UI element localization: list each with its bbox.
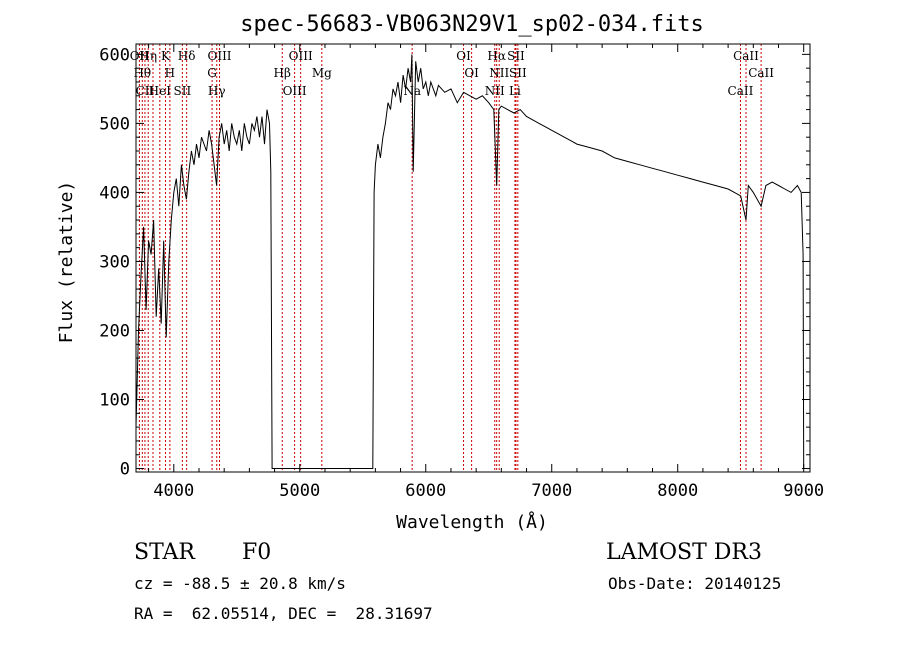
line-labels: OII Hθ CII Hη HeI KH SII Hδ G Hγ OIII Hβ OIII OIII Mg N… [130,49,775,98]
spectral-line-label: HeI [149,84,172,98]
spectral-line-label: OIII [283,84,307,98]
plot-frame [135,43,811,473]
x-tick-label: 4000 [153,481,194,501]
spectral-line-label: SII [174,84,192,98]
x-tick-label: 7000 [531,481,572,501]
spectral-line-label: Na [403,84,421,98]
axis-ticks: 4000 5000 6000 7000 8000 9000 0 100 200 300 400 500… [99,44,824,501]
spectral-line-label: Li [509,84,521,98]
spectral-line-label: Hθ [133,66,151,80]
y-tick-label: 300 [99,252,130,272]
x-tick-label: 6000 [405,481,446,501]
survey-name: LAMOST DR3 [606,540,762,565]
spectral-line-label: Hγ [208,84,226,98]
spectral-line-label: Hβ [274,66,291,80]
redshift-text: cz = -88.5 ± 20.8 km/s [134,574,346,593]
spectral-line-label: CaII [733,49,759,63]
x-tick-label: 9000 [783,481,824,501]
chart-title: spec-56683-VB063N29V1_sp02-034.fits [240,12,704,37]
series-layer [135,54,805,469]
x-tick-label: 5000 [279,481,320,501]
coords-text: RA = 62.05514, DEC = 28.31697 [134,604,433,623]
spectral-line-label: CII [136,84,155,98]
object-class: STAR [134,540,195,565]
object-subclass: F0 [242,540,272,565]
spectral-line-label: OIII [207,49,231,63]
spectral-line-label: CaII [748,66,774,80]
x-axis-label: Wavelength (Å) [396,511,548,533]
spectral-line-label: CaII [728,84,754,98]
spectral-line-label: Hδ [178,49,196,63]
obs-date-text: Obs-Date: 20140125 [608,574,782,593]
spectral-lines [138,44,762,472]
spectral-line-label: SII [507,49,525,63]
spectral-line-label: G [207,66,217,80]
spectral-line-label: OIII [289,49,313,63]
spectral-line-label: OI [464,66,479,80]
y-axis-label: Flux (relative) [56,181,77,344]
y-tick-label: 500 [99,114,130,134]
spectral-line-label: H [165,66,175,80]
spectrum-line [135,54,805,469]
spectral-line-label: NII [485,84,505,98]
spectral-line-label: OII [130,49,150,63]
y-tick-label: 400 [99,183,130,203]
spectral-line-label: Hη [139,49,157,63]
y-tick-label: 200 [99,321,130,341]
y-tick-label: 0 [120,460,130,480]
x-tick-label: 8000 [657,481,698,501]
spectral-line-label: Hα [487,49,506,63]
spectral-line-label: Mg [312,66,332,80]
spectral-line-label: K [161,49,171,63]
spectral-line-label: SII [509,66,527,80]
y-tick-label: 600 [99,45,130,65]
y-tick-label: 100 [99,391,130,411]
spectral-line-label: NII [489,66,509,80]
spectral-line-label: OI [456,49,471,63]
